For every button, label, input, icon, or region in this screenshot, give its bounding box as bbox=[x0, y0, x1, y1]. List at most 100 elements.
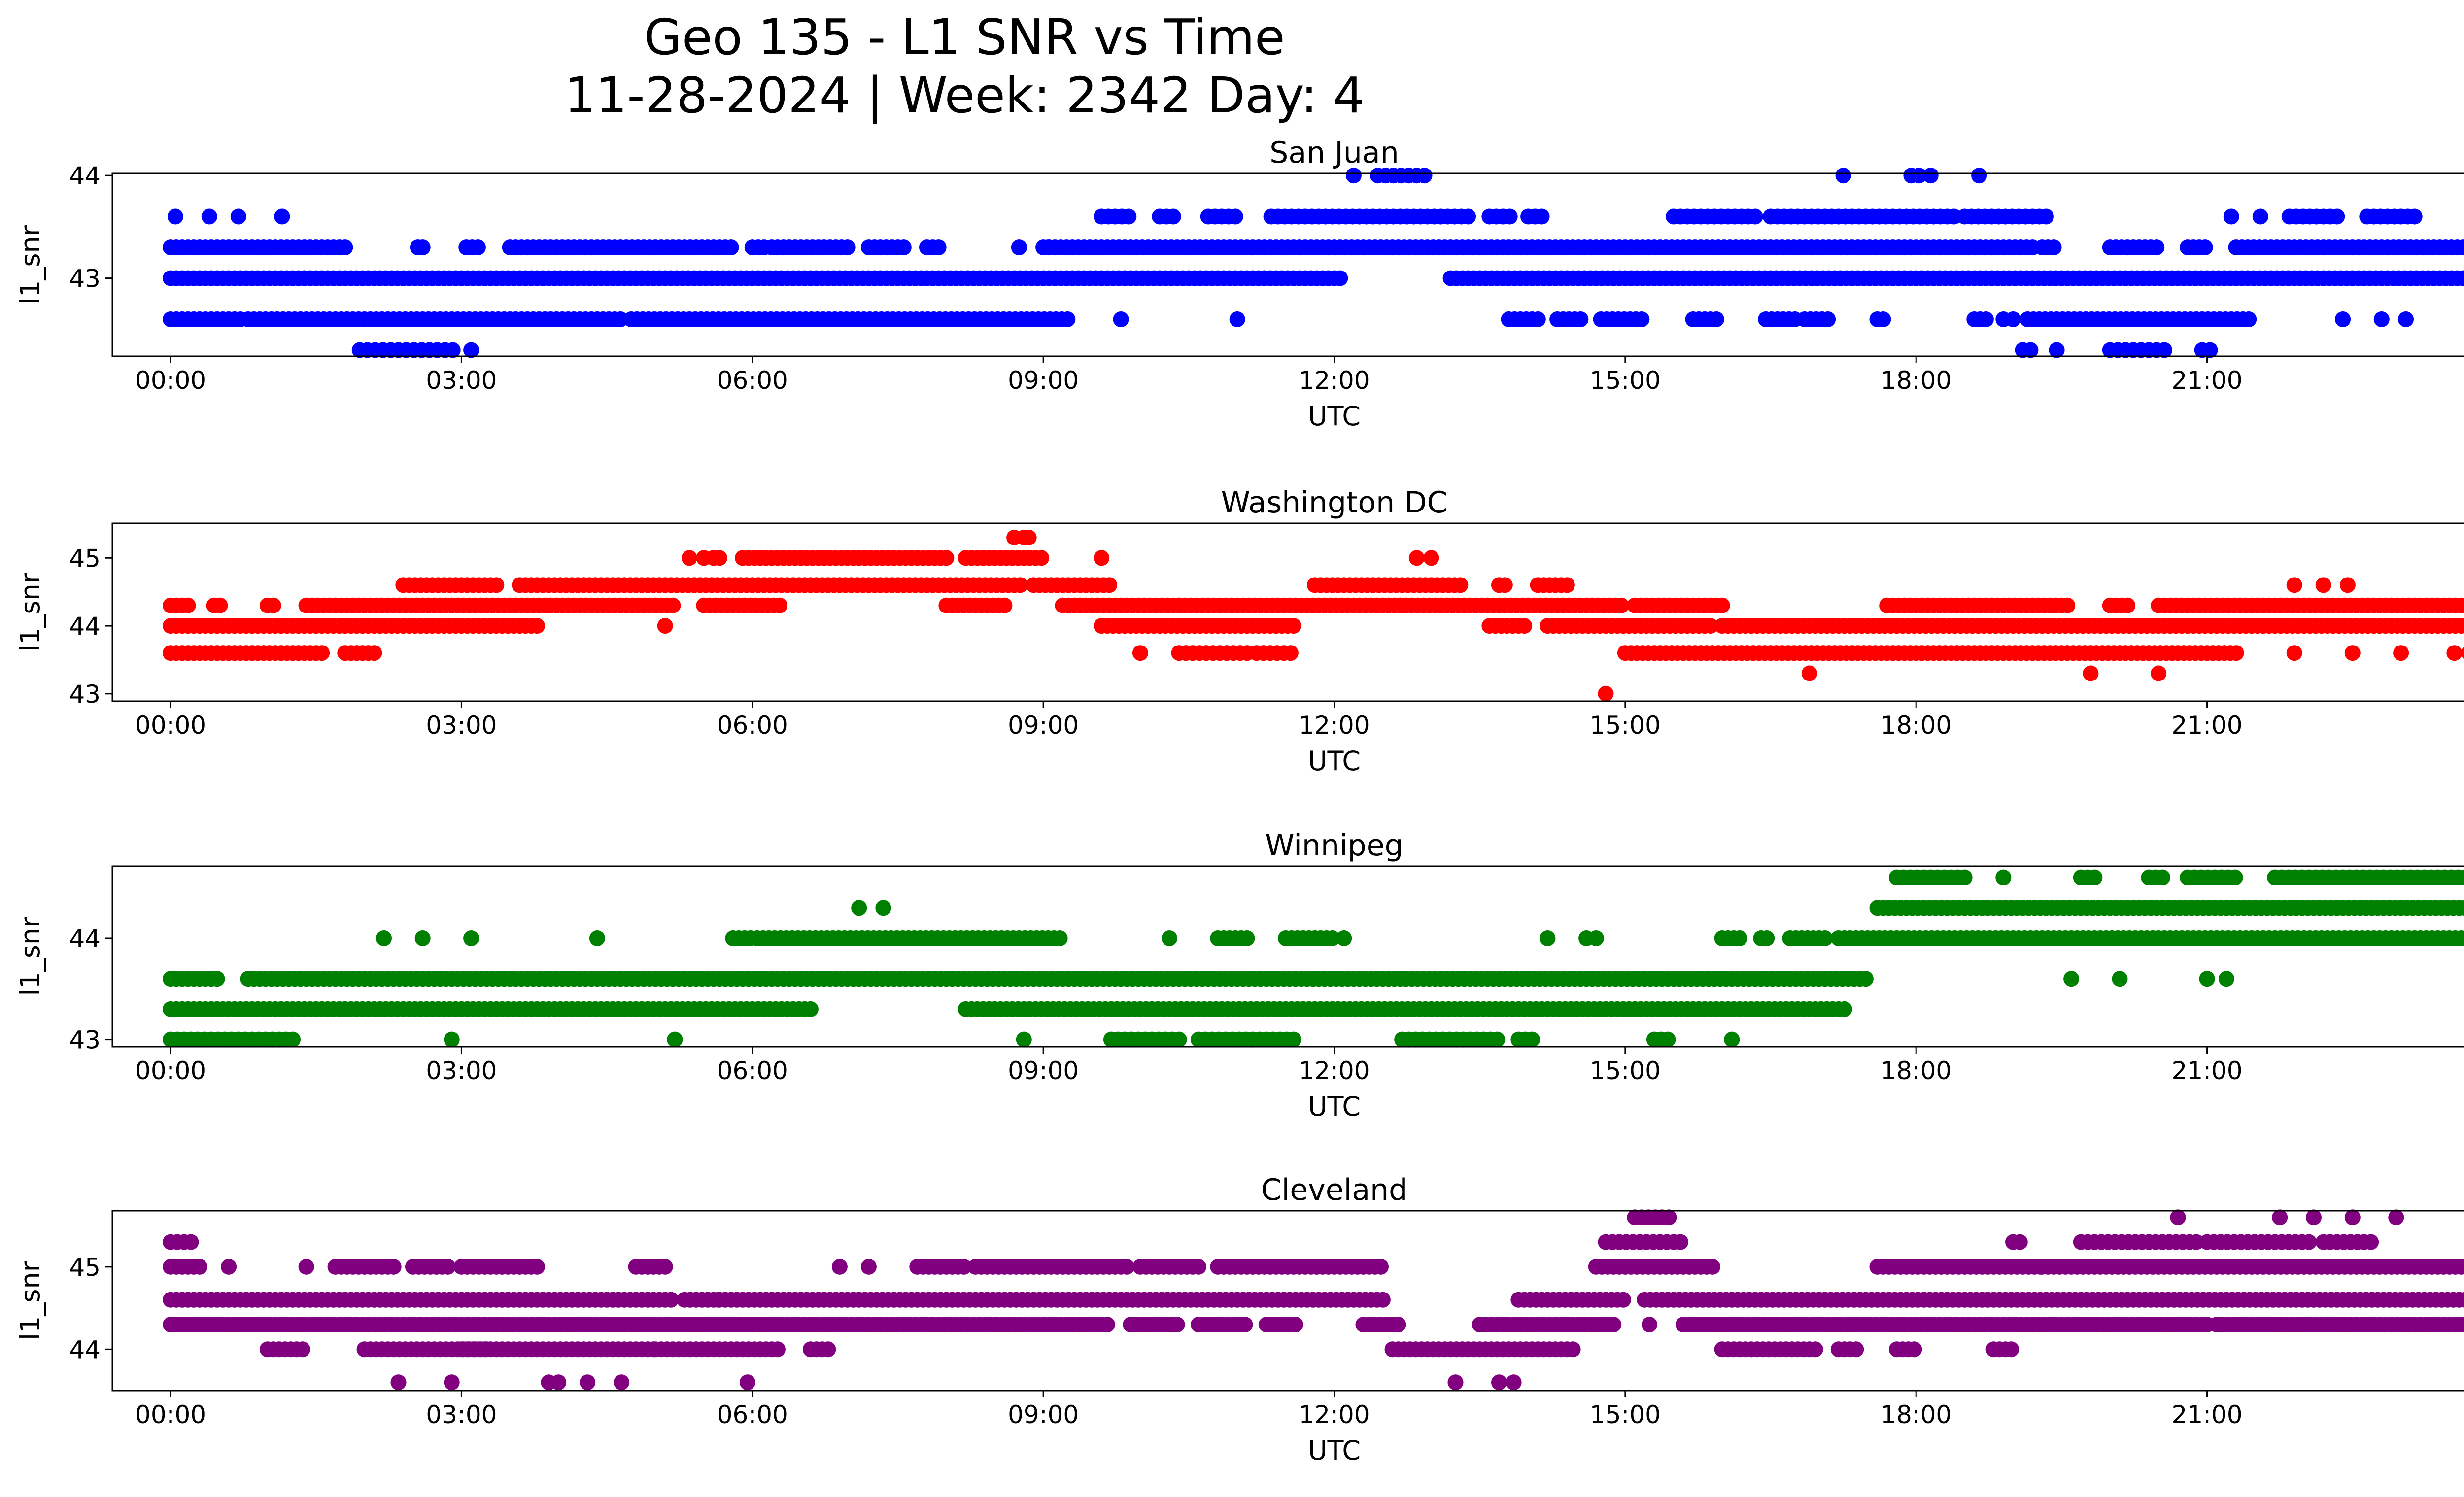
data-point bbox=[1857, 971, 1874, 987]
data-point bbox=[1540, 930, 1556, 946]
data-point bbox=[1489, 1031, 1506, 1048]
panel-san-juan: San Juan 00:00 03:00 06:00 09:00 12:00 15:00 18… bbox=[15, 136, 2464, 432]
x-tick-label: 09:00 bbox=[1008, 1400, 1079, 1429]
data-point bbox=[2046, 239, 2062, 256]
data-point bbox=[414, 930, 431, 946]
data-point bbox=[2156, 342, 2172, 358]
data-point bbox=[463, 342, 479, 358]
y-tick-label: 44 bbox=[69, 162, 101, 190]
data-point bbox=[1011, 239, 1027, 256]
data-point bbox=[314, 645, 330, 661]
y-axis-label-san-juan: l1_snr bbox=[15, 225, 46, 305]
data-point bbox=[2459, 618, 2464, 633]
data-point bbox=[1598, 685, 1614, 702]
data-point bbox=[1573, 311, 1589, 327]
data-point bbox=[1807, 1341, 1823, 1358]
data-point bbox=[192, 1259, 208, 1275]
x-tick-label: 21:00 bbox=[2172, 366, 2243, 395]
x-tick-label: 03:00 bbox=[426, 366, 497, 395]
data-point bbox=[2087, 869, 2103, 885]
data-point bbox=[488, 577, 505, 593]
data-point bbox=[444, 1031, 460, 1048]
data-point bbox=[2063, 971, 2080, 987]
data-point bbox=[1113, 311, 1129, 327]
data-point bbox=[376, 930, 392, 946]
data-point bbox=[1016, 1031, 1032, 1048]
y-tick-label: 43 bbox=[69, 680, 101, 709]
data-point bbox=[1524, 1031, 1540, 1048]
data-point bbox=[657, 618, 673, 634]
data-point bbox=[2003, 1341, 2019, 1358]
x-tick-label: 00:00 bbox=[135, 711, 206, 740]
x-axis-label-winnipeg: UTC bbox=[1308, 1091, 1361, 1122]
x-tick-label: 12:00 bbox=[1299, 1400, 1369, 1429]
data-point bbox=[2463, 1295, 2464, 1304]
y-tick-label: 44 bbox=[69, 612, 101, 641]
data-point bbox=[1634, 311, 1650, 327]
data-point bbox=[1374, 1292, 1391, 1308]
data-point bbox=[711, 550, 727, 566]
data-point bbox=[723, 239, 739, 256]
data-point bbox=[2457, 869, 2464, 885]
data-point bbox=[1615, 1292, 1631, 1308]
data-point bbox=[2083, 665, 2099, 681]
data-point bbox=[820, 1341, 836, 1358]
y-axis-label-washington-dc: l1_snr bbox=[15, 572, 46, 652]
data-point bbox=[739, 1374, 755, 1391]
data-point bbox=[167, 208, 183, 225]
data-point bbox=[221, 1259, 237, 1275]
y-tick-label: 44 bbox=[69, 1335, 101, 1364]
data-point bbox=[2398, 311, 2414, 327]
y-axis-label-cleveland: l1_snr bbox=[15, 1260, 46, 1340]
data-point bbox=[1162, 930, 1177, 946]
y-tick-label: 45 bbox=[69, 544, 101, 573]
data-point bbox=[2315, 577, 2331, 593]
data-point bbox=[180, 597, 196, 613]
y-tick-label: 45 bbox=[69, 1253, 101, 1282]
data-point bbox=[337, 239, 353, 256]
data-point bbox=[2461, 272, 2464, 285]
data-point bbox=[710, 1292, 726, 1308]
data-point bbox=[1336, 930, 1352, 946]
data-point bbox=[2272, 1209, 2288, 1225]
data-point bbox=[589, 930, 605, 946]
data-point bbox=[2455, 270, 2464, 286]
x-tick-label: 15:00 bbox=[1590, 1056, 1661, 1085]
panel-title-san-juan: San Juan bbox=[1269, 136, 1399, 170]
data-point bbox=[390, 1374, 407, 1391]
data-point bbox=[2459, 1259, 2464, 1274]
data-point bbox=[1237, 1317, 1253, 1333]
data-points-san-juan bbox=[163, 168, 2464, 358]
data-point bbox=[802, 1001, 819, 1017]
data-point bbox=[1613, 597, 1629, 613]
data-point bbox=[2155, 869, 2170, 885]
data-point bbox=[1530, 311, 1546, 327]
data-point bbox=[463, 930, 479, 946]
x-tick-label: 12:00 bbox=[1299, 1056, 1369, 1085]
data-point bbox=[696, 550, 712, 566]
x-tick-label: 06:00 bbox=[717, 711, 788, 740]
data-point bbox=[1101, 577, 1117, 593]
data-point bbox=[1875, 311, 1891, 327]
data-point bbox=[1703, 618, 1718, 634]
data-point bbox=[1565, 1341, 1581, 1358]
data-point bbox=[663, 1292, 679, 1308]
data-point bbox=[2022, 342, 2039, 358]
data-point bbox=[1922, 168, 1939, 184]
data-point bbox=[1373, 1259, 1389, 1275]
data-point bbox=[851, 900, 867, 916]
data-point bbox=[1747, 208, 1763, 225]
data-point bbox=[529, 618, 545, 634]
y-tick-label: 43 bbox=[69, 265, 101, 293]
data-point bbox=[2339, 577, 2356, 593]
data-point bbox=[681, 550, 697, 566]
data-point bbox=[440, 1259, 456, 1275]
data-point bbox=[1165, 208, 1181, 225]
data-point bbox=[1642, 1317, 1658, 1333]
figure-title-line2: 11-28-2024 | Week: 2342 Day: 4 bbox=[564, 67, 1364, 124]
data-points-cleveland bbox=[163, 1209, 2464, 1391]
data-point bbox=[1497, 577, 1513, 593]
data-point bbox=[2344, 645, 2361, 661]
x-axis-label-san-juan: UTC bbox=[1308, 401, 1361, 432]
x-tick-label: 21:00 bbox=[2172, 1400, 2243, 1429]
